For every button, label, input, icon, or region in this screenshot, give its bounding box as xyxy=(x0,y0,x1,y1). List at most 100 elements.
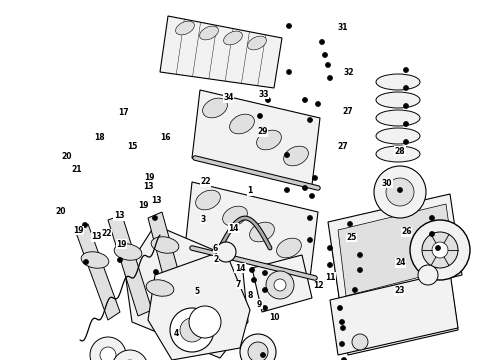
Polygon shape xyxy=(192,90,320,185)
Circle shape xyxy=(342,357,346,360)
Circle shape xyxy=(430,231,435,237)
Circle shape xyxy=(118,216,122,220)
Text: 18: 18 xyxy=(95,133,105,142)
Circle shape xyxy=(358,252,363,257)
Ellipse shape xyxy=(114,244,142,260)
Text: 29: 29 xyxy=(257,127,268,136)
Text: 3: 3 xyxy=(201,215,206,224)
Ellipse shape xyxy=(376,74,420,90)
Circle shape xyxy=(285,188,290,193)
Text: 14: 14 xyxy=(235,264,245,273)
Circle shape xyxy=(430,216,435,220)
Circle shape xyxy=(216,242,236,262)
Ellipse shape xyxy=(284,146,308,166)
Ellipse shape xyxy=(257,130,281,150)
Text: 14: 14 xyxy=(228,224,239,233)
Text: 15: 15 xyxy=(127,141,138,150)
Text: 8: 8 xyxy=(247,291,252,300)
Text: 16: 16 xyxy=(160,133,171,142)
Ellipse shape xyxy=(223,31,243,45)
Circle shape xyxy=(352,288,358,292)
Text: 13: 13 xyxy=(143,182,154,191)
Polygon shape xyxy=(348,212,400,252)
Text: 13: 13 xyxy=(151,196,162,204)
Circle shape xyxy=(274,279,286,291)
Polygon shape xyxy=(328,194,462,304)
Circle shape xyxy=(327,76,333,81)
Circle shape xyxy=(302,98,308,103)
Circle shape xyxy=(249,267,254,273)
Circle shape xyxy=(319,40,324,45)
Ellipse shape xyxy=(249,222,274,242)
Circle shape xyxy=(403,104,409,108)
Circle shape xyxy=(251,278,256,283)
Text: 20: 20 xyxy=(61,153,72,161)
Circle shape xyxy=(287,23,292,28)
Text: 22: 22 xyxy=(200,177,211,186)
Text: 19: 19 xyxy=(144,173,154,181)
Polygon shape xyxy=(148,212,185,302)
Circle shape xyxy=(285,153,290,158)
Polygon shape xyxy=(75,224,120,320)
Text: 24: 24 xyxy=(395,258,406,267)
Circle shape xyxy=(180,318,204,342)
Circle shape xyxy=(432,242,448,258)
Ellipse shape xyxy=(81,252,109,268)
Ellipse shape xyxy=(196,190,220,210)
Circle shape xyxy=(263,270,268,275)
Circle shape xyxy=(340,342,344,346)
Ellipse shape xyxy=(376,92,420,108)
Polygon shape xyxy=(252,255,312,312)
Circle shape xyxy=(313,175,318,180)
Circle shape xyxy=(112,350,148,360)
Circle shape xyxy=(403,139,409,144)
Circle shape xyxy=(263,306,268,310)
Ellipse shape xyxy=(199,26,219,40)
Polygon shape xyxy=(398,278,430,304)
Circle shape xyxy=(308,117,313,122)
Polygon shape xyxy=(350,242,402,280)
Polygon shape xyxy=(125,225,248,358)
Polygon shape xyxy=(338,204,455,296)
Ellipse shape xyxy=(376,128,420,144)
Circle shape xyxy=(310,194,315,198)
Text: 2: 2 xyxy=(213,255,218,264)
Circle shape xyxy=(403,122,409,126)
Text: 19: 19 xyxy=(138,201,148,210)
Circle shape xyxy=(266,271,294,299)
Circle shape xyxy=(118,257,122,262)
Text: 1: 1 xyxy=(247,186,252,195)
Circle shape xyxy=(248,342,268,360)
Polygon shape xyxy=(185,182,318,278)
Ellipse shape xyxy=(151,237,179,253)
Text: 13: 13 xyxy=(114,211,124,220)
Circle shape xyxy=(170,308,214,352)
Circle shape xyxy=(347,221,352,226)
Text: 4: 4 xyxy=(174,328,179,338)
Circle shape xyxy=(327,246,333,251)
Text: 33: 33 xyxy=(258,90,269,99)
Circle shape xyxy=(152,216,157,220)
Circle shape xyxy=(302,185,308,190)
Ellipse shape xyxy=(230,114,254,134)
Circle shape xyxy=(322,53,327,58)
Text: 30: 30 xyxy=(382,179,392,188)
Circle shape xyxy=(261,352,266,357)
Circle shape xyxy=(338,306,343,310)
Text: 28: 28 xyxy=(394,147,405,156)
Polygon shape xyxy=(108,215,152,316)
Circle shape xyxy=(83,260,89,265)
Circle shape xyxy=(418,265,438,285)
Circle shape xyxy=(403,85,409,90)
Ellipse shape xyxy=(374,166,426,218)
Circle shape xyxy=(352,334,368,350)
Text: 20: 20 xyxy=(55,207,66,216)
Circle shape xyxy=(340,320,344,324)
Circle shape xyxy=(287,69,292,75)
Circle shape xyxy=(189,306,221,338)
Ellipse shape xyxy=(222,206,247,226)
Circle shape xyxy=(316,102,320,107)
Circle shape xyxy=(436,246,441,251)
Text: 34: 34 xyxy=(223,94,234,102)
Text: 6: 6 xyxy=(213,244,218,253)
